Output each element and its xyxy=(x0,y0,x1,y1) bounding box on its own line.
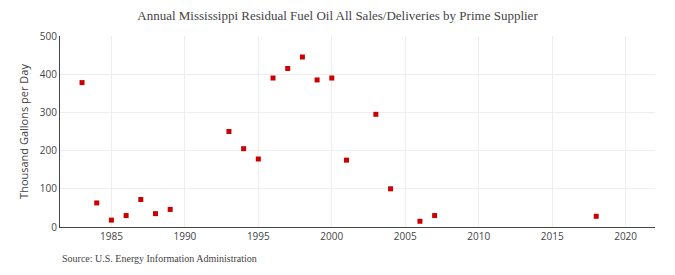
svg-text:Thousand Gallons per Day: Thousand Gallons per Day xyxy=(16,64,31,199)
svg-text:100: 100 xyxy=(40,181,57,195)
svg-text:200: 200 xyxy=(40,143,57,157)
svg-text:400: 400 xyxy=(40,67,57,81)
svg-text:2000: 2000 xyxy=(320,229,343,243)
svg-text:2015: 2015 xyxy=(541,229,564,243)
svg-text:2010: 2010 xyxy=(467,229,490,243)
svg-text:300: 300 xyxy=(40,105,57,119)
svg-text:2005: 2005 xyxy=(394,229,417,243)
svg-text:Source: U.S. Energy Informatio: Source: U.S. Energy Information Administ… xyxy=(62,253,257,264)
svg-text:0: 0 xyxy=(51,220,57,234)
svg-text:1995: 1995 xyxy=(247,229,270,243)
svg-text:1990: 1990 xyxy=(173,229,196,243)
svg-text:Annual Mississippi Residual Fu: Annual Mississippi Residual Fuel Oil All… xyxy=(137,8,538,23)
svg-text:2020: 2020 xyxy=(614,229,637,243)
svg-text:500: 500 xyxy=(40,29,57,43)
svg-text:1985: 1985 xyxy=(100,229,123,243)
